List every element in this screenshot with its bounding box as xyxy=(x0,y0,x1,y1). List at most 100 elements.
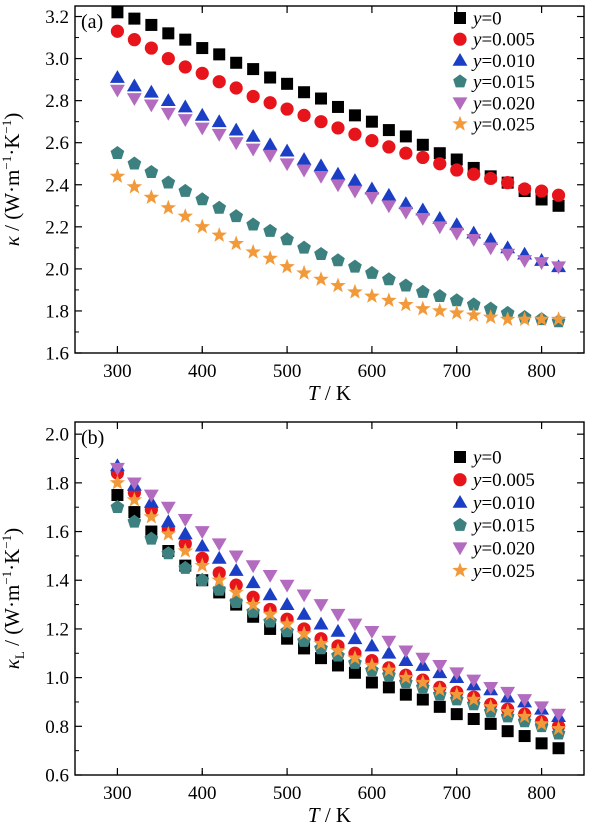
data-point xyxy=(348,109,361,122)
data-point xyxy=(128,506,141,519)
legend-label: y=0.005 xyxy=(471,470,535,491)
data-point xyxy=(177,526,193,540)
data-point xyxy=(550,311,567,326)
legend-marker xyxy=(452,494,468,508)
data-point xyxy=(228,550,244,564)
data-point xyxy=(330,166,346,180)
data-point xyxy=(416,150,430,165)
y-tick-label: 2.0 xyxy=(45,259,69,280)
data-point xyxy=(127,33,141,47)
data-point xyxy=(331,253,345,267)
data-point xyxy=(534,701,550,715)
data-point xyxy=(364,181,380,195)
data-point xyxy=(382,140,396,154)
x-tick-label: 600 xyxy=(358,783,387,804)
data-point xyxy=(432,221,448,235)
data-point xyxy=(499,703,516,719)
data-point xyxy=(194,538,210,552)
data-point xyxy=(365,115,378,128)
legend-label: y=0.020 xyxy=(471,538,535,559)
y-tick-label: 2.8 xyxy=(45,91,69,112)
data-point xyxy=(450,153,463,166)
data-point xyxy=(399,130,412,143)
data-point xyxy=(382,667,396,682)
series-5 xyxy=(109,474,567,736)
data-point xyxy=(126,178,143,194)
data-point xyxy=(432,681,448,697)
y-tick-label: 2.4 xyxy=(45,175,69,196)
data-point xyxy=(483,704,498,718)
data-point xyxy=(177,208,194,223)
data-point xyxy=(416,138,429,151)
x-tick-label: 300 xyxy=(103,783,132,804)
data-point xyxy=(262,606,278,621)
y-tick-label: 3.0 xyxy=(45,49,69,70)
legend-marker xyxy=(452,97,468,111)
data-point xyxy=(262,137,278,151)
legend-label: y=0 xyxy=(471,9,502,30)
data-point xyxy=(228,235,244,251)
data-point xyxy=(195,192,210,206)
plot-frame xyxy=(74,421,585,776)
x-axis-title: T / K xyxy=(308,803,351,827)
data-point xyxy=(109,168,126,183)
data-point xyxy=(296,164,312,178)
data-point xyxy=(347,618,363,632)
data-point xyxy=(330,623,346,637)
data-point xyxy=(279,579,295,593)
data-point xyxy=(331,121,345,135)
data-point xyxy=(466,697,481,711)
data-point xyxy=(126,491,143,507)
data-point xyxy=(160,525,177,541)
data-point xyxy=(262,569,278,583)
legend-label: y=0.025 xyxy=(471,561,535,582)
data-point xyxy=(211,550,227,564)
data-point xyxy=(178,60,192,74)
data-point xyxy=(550,720,567,736)
data-point xyxy=(467,713,480,726)
data-point xyxy=(110,146,125,160)
data-point xyxy=(160,93,176,107)
data-point xyxy=(213,48,226,61)
data-point xyxy=(194,218,211,234)
data-point xyxy=(126,477,142,491)
data-point xyxy=(211,227,227,242)
data-point xyxy=(297,108,311,122)
data-point xyxy=(551,726,566,740)
data-point xyxy=(449,692,464,706)
x-tick-label: 400 xyxy=(188,361,217,382)
data-point xyxy=(416,693,429,706)
data-point xyxy=(279,158,295,172)
data-point xyxy=(262,250,278,265)
data-point xyxy=(296,606,312,620)
series-5 xyxy=(109,168,567,326)
legend-label: y=0.015 xyxy=(471,516,535,537)
data-point xyxy=(247,63,260,76)
data-point xyxy=(245,560,261,574)
data-point xyxy=(228,137,244,151)
data-point xyxy=(398,196,414,210)
data-point xyxy=(245,128,261,142)
series-4 xyxy=(109,84,566,275)
data-point xyxy=(281,77,294,90)
data-point xyxy=(348,127,362,141)
y-axis-title: κ / (W·m−1·K−1) xyxy=(0,113,24,246)
data-point xyxy=(415,674,431,690)
x-tick-label: 700 xyxy=(443,361,472,382)
data-point xyxy=(194,122,210,136)
data-point xyxy=(109,474,126,490)
data-point xyxy=(144,531,159,545)
legend-marker xyxy=(452,542,468,556)
data-point xyxy=(212,75,226,89)
x-tick-label: 800 xyxy=(527,783,556,804)
data-point xyxy=(212,200,227,214)
data-point xyxy=(382,272,396,286)
data-point xyxy=(432,660,448,673)
data-point xyxy=(432,210,448,224)
data-point xyxy=(432,302,448,318)
data-point xyxy=(365,133,379,148)
data-point xyxy=(331,648,345,662)
data-point xyxy=(315,92,328,105)
legend-label: y=0.025 xyxy=(471,115,535,136)
